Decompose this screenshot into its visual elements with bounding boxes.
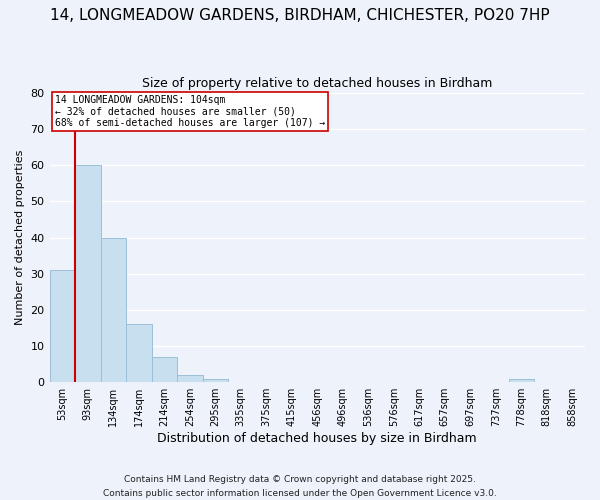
Title: Size of property relative to detached houses in Birdham: Size of property relative to detached ho… xyxy=(142,78,493,90)
Text: 14, LONGMEADOW GARDENS, BIRDHAM, CHICHESTER, PO20 7HP: 14, LONGMEADOW GARDENS, BIRDHAM, CHICHES… xyxy=(50,8,550,22)
X-axis label: Distribution of detached houses by size in Birdham: Distribution of detached houses by size … xyxy=(157,432,477,445)
Bar xyxy=(126,324,152,382)
Y-axis label: Number of detached properties: Number of detached properties xyxy=(15,150,25,326)
Text: Contains HM Land Registry data © Crown copyright and database right 2025.
Contai: Contains HM Land Registry data © Crown c… xyxy=(103,476,497,498)
Bar xyxy=(75,166,101,382)
Bar xyxy=(509,378,534,382)
Bar xyxy=(101,238,126,382)
Text: 14 LONGMEADOW GARDENS: 104sqm
← 32% of detached houses are smaller (50)
68% of s: 14 LONGMEADOW GARDENS: 104sqm ← 32% of d… xyxy=(55,95,325,128)
Bar xyxy=(203,378,228,382)
Bar xyxy=(50,270,75,382)
Bar xyxy=(152,357,177,382)
Bar xyxy=(177,375,203,382)
